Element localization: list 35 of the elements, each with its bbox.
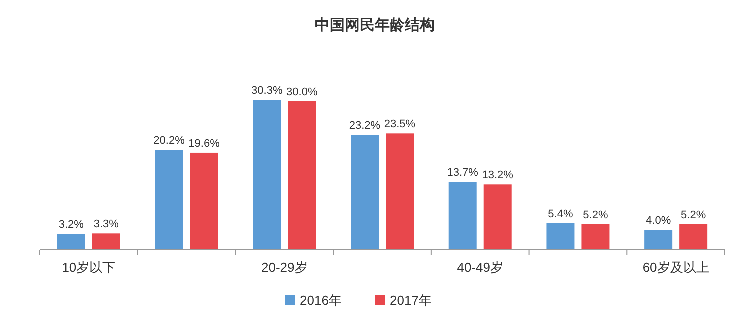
- data-label: 23.5%: [384, 118, 416, 131]
- bar: [644, 230, 673, 250]
- data-label: 19.6%: [188, 138, 220, 150]
- data-label: 5.2%: [681, 209, 706, 222]
- x-tick-label: 20-29岁: [262, 260, 308, 275]
- legend-label: 2017年: [390, 293, 432, 308]
- bar: [288, 101, 316, 250]
- data-label: 13.7%: [447, 167, 479, 180]
- bar: [190, 152, 218, 250]
- data-label: 30.0%: [286, 86, 318, 98]
- chart-title: 中国网民年龄结构: [315, 17, 435, 34]
- data-label: 4.0%: [646, 215, 672, 228]
- data-label: 20.2%: [154, 135, 186, 147]
- x-tick-label: 60岁及以上: [642, 260, 710, 275]
- data-label: 3.2%: [58, 219, 84, 232]
- bar: [155, 150, 184, 250]
- bar: [351, 135, 379, 250]
- data-label: 13.2%: [482, 170, 514, 182]
- x-tick-label: 10岁以下: [62, 260, 116, 275]
- bar: [386, 134, 414, 250]
- bar: [253, 100, 282, 250]
- data-label: 3.3%: [94, 218, 120, 231]
- bar: [546, 223, 575, 250]
- bar: [92, 234, 120, 250]
- bar: [680, 224, 708, 250]
- data-label: 5.4%: [548, 208, 574, 220]
- data-label: 5.2%: [583, 209, 608, 222]
- data-label: 30.3%: [252, 85, 283, 97]
- data-label: 23.2%: [349, 120, 381, 132]
- x-tick-label: 40-49岁: [457, 260, 504, 275]
- bar: [484, 184, 512, 250]
- legend-label: 2016年: [300, 293, 342, 308]
- bar: [448, 182, 477, 250]
- bar: [582, 224, 610, 250]
- bar: [57, 234, 86, 250]
